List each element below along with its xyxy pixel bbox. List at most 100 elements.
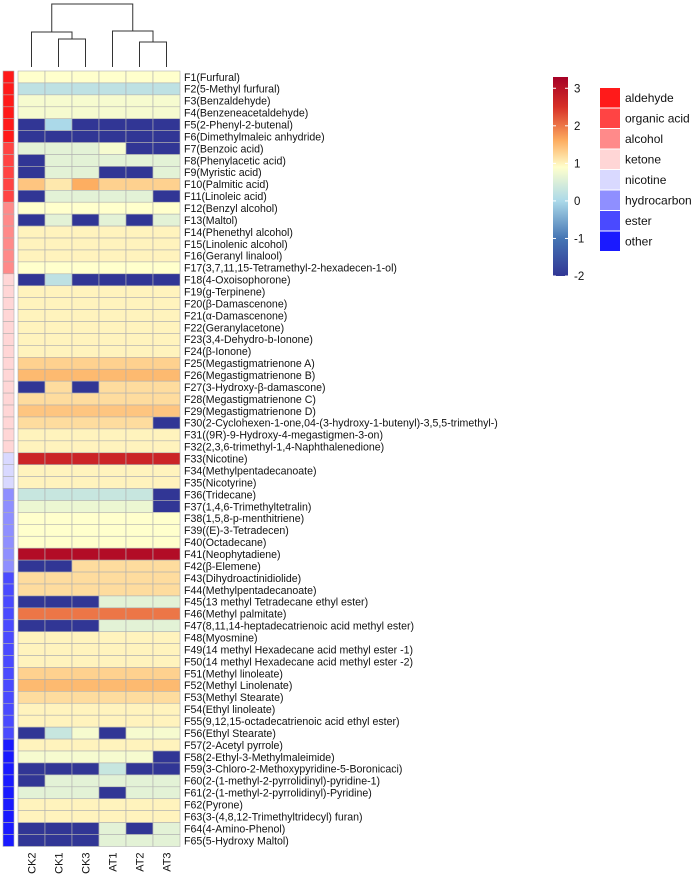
- row-label: F46(Methyl palmitate): [184, 609, 286, 621]
- row-label: F44(Methylpentadecanoate): [184, 585, 317, 597]
- heatmap-cell-r47-c4: [98, 619, 127, 633]
- heatmap-cell-r26-c1: [17, 368, 46, 382]
- group-bar-cell-37: [2, 500, 15, 513]
- heatmap-cell-r14-c5: [125, 225, 154, 239]
- heatmap-cell-r4-c3: [71, 106, 100, 120]
- heatmap-cell-r20-c2: [44, 297, 73, 310]
- heatmap-cell-r54-c1: [17, 702, 46, 716]
- heatmap-cell-r56-c5: [125, 726, 154, 740]
- row-label: F24(β-Ionone): [184, 346, 251, 358]
- group-bar-cell-65: [2, 834, 15, 847]
- heatmap-cell-r39-c1: [17, 524, 46, 537]
- group-bar-cell-43: [2, 571, 15, 585]
- heatmap-cell-r40-c1: [17, 535, 46, 549]
- row-label: F42(β-Elemene): [184, 561, 261, 573]
- heatmap-cell-r21-c6: [152, 309, 181, 322]
- heatmap-cell-r1-c3: [71, 70, 100, 84]
- group-bar-cell-49: [2, 643, 15, 656]
- heatmap-cell-r17-c1: [17, 261, 46, 275]
- group-bar-cell-9: [2, 166, 15, 179]
- heatmap-cell-r56-c4: [98, 726, 127, 740]
- row-label: F62(Pyrone): [184, 800, 243, 812]
- column-labels: CK2 CK1 CK3 AT1 AT2 AT3: [27, 852, 174, 873]
- heatmap-cell-r15-c5: [125, 237, 154, 251]
- heatmap-cell-r63-c6: [152, 810, 181, 823]
- heatmap-cell-r14-c6: [152, 225, 181, 239]
- heatmap-cell-r51-c1: [17, 667, 46, 680]
- heatmap-cell-r22-c4: [98, 321, 127, 334]
- heatmap-cell-r23-c4: [98, 333, 127, 346]
- group-bar-cell-1: [2, 70, 15, 84]
- heatmap-cell-r60-c1: [17, 774, 46, 788]
- legend-swatch-organic-acid: [600, 108, 620, 128]
- row-label: F21(α-Damascenone): [184, 310, 287, 322]
- heatmap-cell-r35-c1: [17, 476, 46, 489]
- heatmap-cell-r16-c4: [98, 249, 127, 263]
- heatmap-cell-r37-c2: [44, 500, 73, 513]
- heatmap-cell-r58-c5: [125, 750, 154, 764]
- heatmap-cell-r5-c5: [125, 118, 154, 131]
- heatmap-cell-r49-c3: [71, 643, 100, 656]
- dendrogram-branch: [31, 31, 73, 67]
- row-label: F38(1,5,8-p-menthitriene): [184, 513, 304, 525]
- heatmap-cell-r16-c3: [71, 249, 100, 263]
- legend-label: aldehyde: [625, 91, 674, 105]
- heatmap-cell-r11-c3: [71, 190, 100, 203]
- heatmap-cell-r36-c2: [44, 488, 73, 501]
- heatmap-cell-r13-c3: [71, 213, 100, 227]
- heatmap-cell-r63-c2: [44, 810, 73, 823]
- heatmap-cell-r11-c1: [17, 190, 46, 203]
- heatmap-cell-r44-c6: [152, 583, 181, 597]
- row-label: F48(Myosmine): [184, 632, 258, 644]
- heatmap-cell-r59-c1: [17, 762, 46, 776]
- heatmap-cell-r65-c5: [125, 834, 154, 847]
- heatmap-cell-r51-c6: [152, 667, 181, 680]
- heatmap-cell-r33-c4: [98, 452, 127, 465]
- row-label: F19(g-Terpinene): [184, 287, 265, 299]
- heatmap-cell-r3-c4: [98, 94, 127, 108]
- heatmap-cell-r39-c5: [125, 524, 154, 537]
- heatmap-cell-r31-c6: [152, 428, 181, 442]
- heatmap-cell-r17-c4: [98, 261, 127, 275]
- heatmap-cell-r8-c1: [17, 154, 46, 167]
- heatmap-cell-r25-c5: [125, 357, 154, 370]
- row-label: F27(3-Hydroxy-β-damascone): [184, 382, 326, 394]
- heatmap-cell-r18-c6: [152, 273, 181, 287]
- heatmap-cell-r54-c5: [125, 702, 154, 716]
- row-label: F28(Megastigmatrienone C): [184, 394, 316, 406]
- heatmap-cell-r25-c3: [71, 357, 100, 370]
- heatmap-cell-r24-c2: [44, 345, 73, 358]
- column-label: CK1: [54, 852, 66, 873]
- heatmap-cell-r53-c6: [152, 691, 181, 704]
- heatmap-cell-r56-c6: [152, 726, 181, 740]
- heatmap-cell-r19-c5: [125, 285, 154, 298]
- legend-swatch-alcohol: [600, 129, 620, 149]
- heatmap-cell-r25-c1: [17, 357, 46, 370]
- heatmap-cell-r44-c4: [98, 583, 127, 597]
- heatmap-cell-r1-c2: [44, 70, 73, 84]
- heatmap-cell-r34-c6: [152, 464, 181, 477]
- heatmap-cell-r59-c2: [44, 762, 73, 776]
- heatmap-cell-r22-c1: [17, 321, 46, 334]
- heatmap-cell-r57-c2: [44, 738, 73, 752]
- heatmap-cell-r19-c6: [152, 285, 181, 298]
- heatmap-cell-r9-c2: [44, 166, 73, 179]
- group-bar-cell-8: [2, 154, 15, 167]
- heatmap-cell-r7-c1: [17, 142, 46, 155]
- row-label: F40(Octadecane): [184, 537, 266, 549]
- heatmap-cell-r12-c5: [125, 201, 154, 215]
- legend-label: ketone: [625, 153, 661, 167]
- heatmap-cell-r45-c4: [98, 595, 127, 609]
- group-bar-cell-45: [2, 595, 15, 609]
- group-bar-cell-59: [2, 762, 15, 776]
- row-label: F13(Maltol): [184, 215, 238, 227]
- heatmap-cell-r34-c5: [125, 464, 154, 477]
- heatmap-cell-r44-c2: [44, 583, 73, 597]
- heatmap-cell-r44-c5: [125, 583, 154, 597]
- heatmap-cell-r32-c3: [71, 440, 100, 454]
- group-bar-cell-47: [2, 619, 15, 633]
- heatmap-cell-r34-c1: [17, 464, 46, 477]
- heatmap-cell-r7-c5: [125, 142, 154, 155]
- heatmap-cell-r48-c6: [152, 631, 181, 644]
